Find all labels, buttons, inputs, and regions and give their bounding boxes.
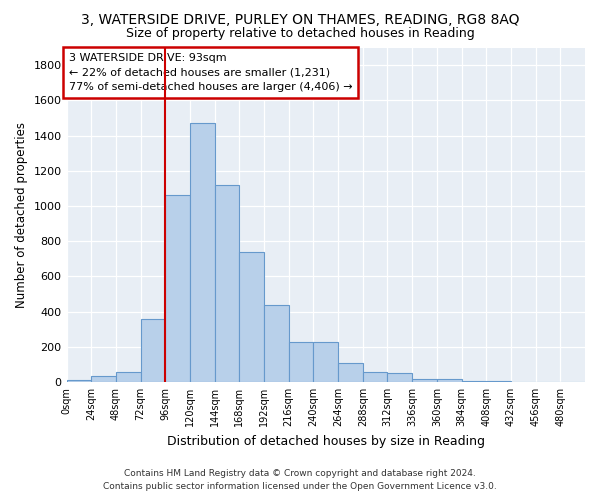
Bar	[67, 380, 91, 382]
Bar	[437, 378, 461, 382]
Bar	[388, 374, 412, 382]
Bar	[91, 376, 116, 382]
Bar	[165, 196, 190, 382]
Bar	[363, 372, 388, 382]
X-axis label: Distribution of detached houses by size in Reading: Distribution of detached houses by size …	[167, 434, 485, 448]
Bar	[461, 381, 486, 382]
Bar	[190, 123, 215, 382]
Bar	[239, 252, 264, 382]
Text: 3 WATERSIDE DRIVE: 93sqm
← 22% of detached houses are smaller (1,231)
77% of sem: 3 WATERSIDE DRIVE: 93sqm ← 22% of detach…	[68, 53, 352, 92]
Bar	[140, 318, 165, 382]
Text: 3, WATERSIDE DRIVE, PURLEY ON THAMES, READING, RG8 8AQ: 3, WATERSIDE DRIVE, PURLEY ON THAMES, RE…	[81, 12, 519, 26]
Bar	[338, 362, 363, 382]
Bar	[116, 372, 140, 382]
Bar	[412, 378, 437, 382]
Bar	[313, 342, 338, 382]
Y-axis label: Number of detached properties: Number of detached properties	[15, 122, 28, 308]
Text: Contains HM Land Registry data © Crown copyright and database right 2024.
Contai: Contains HM Land Registry data © Crown c…	[103, 470, 497, 491]
Bar	[486, 381, 511, 382]
Bar	[289, 342, 313, 382]
Bar	[264, 304, 289, 382]
Bar	[215, 185, 239, 382]
Text: Size of property relative to detached houses in Reading: Size of property relative to detached ho…	[125, 28, 475, 40]
